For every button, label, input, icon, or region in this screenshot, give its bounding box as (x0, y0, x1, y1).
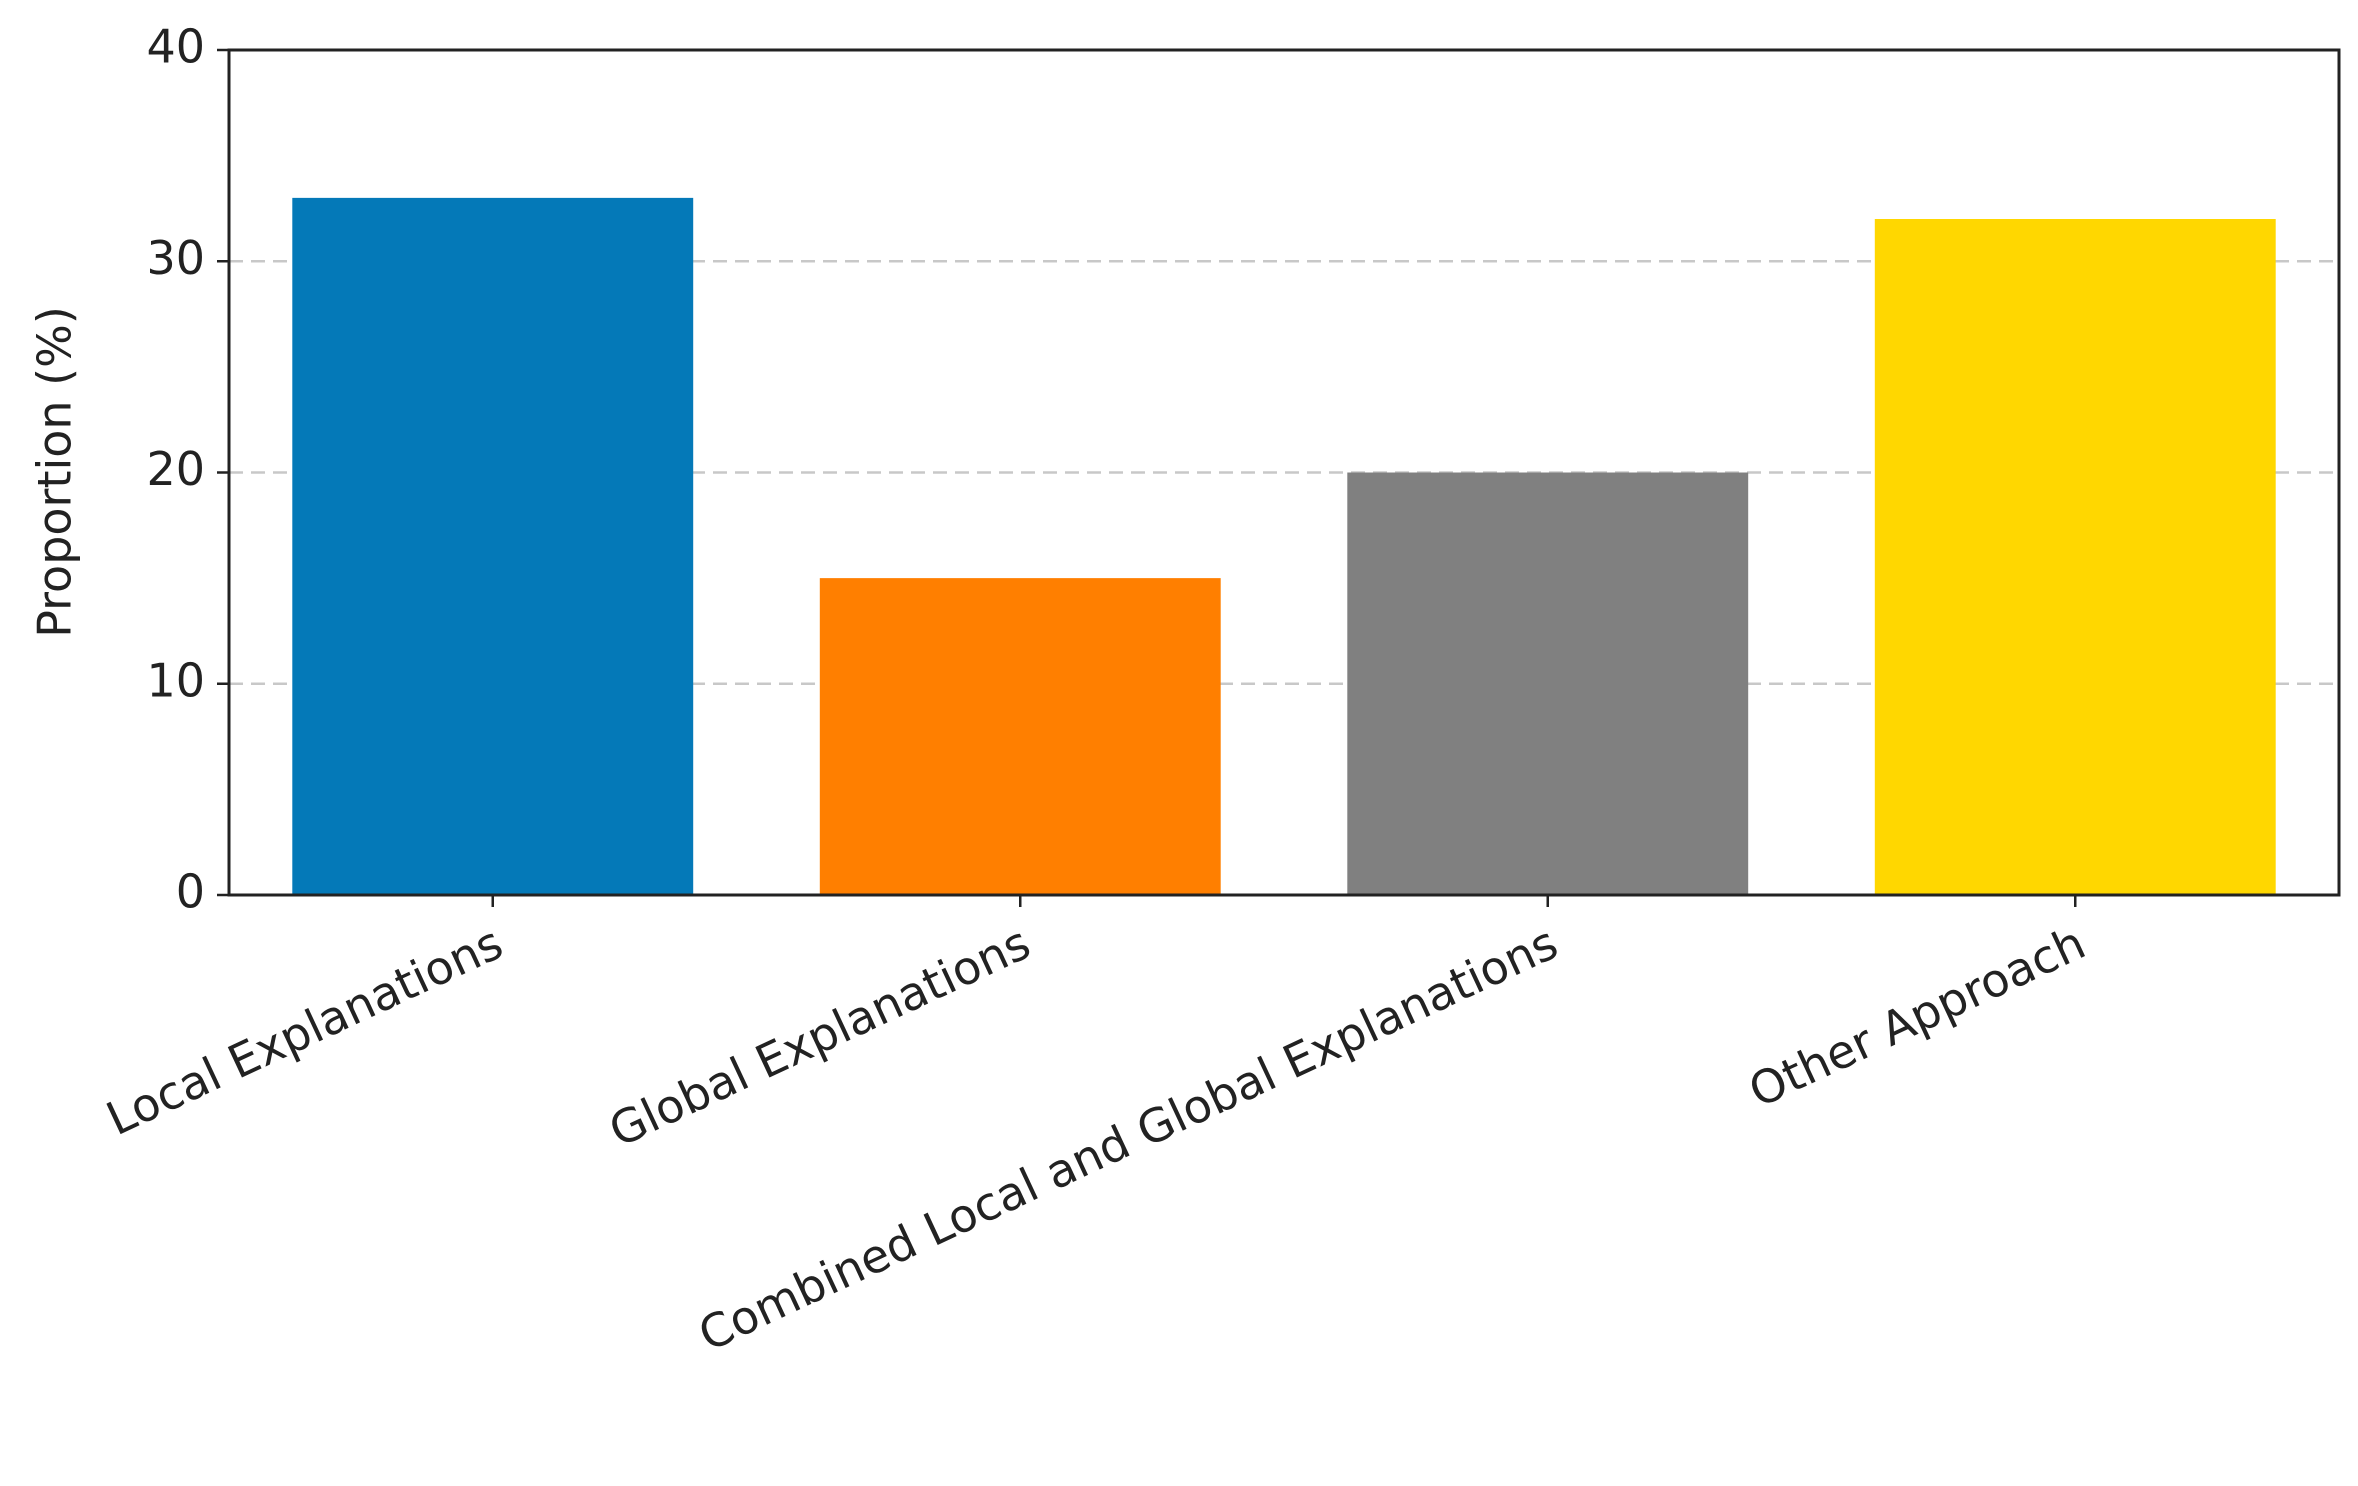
bar (819, 578, 1221, 895)
x-tick-label: Local Explanations (98, 915, 510, 1146)
x-tick-label: Other Approach (1741, 915, 2094, 1118)
y-tick-label: 30 (146, 231, 205, 285)
y-tick-label: 0 (176, 865, 205, 919)
bar-layer (292, 197, 2276, 895)
y-tick-label: 20 (146, 442, 205, 496)
y-tick-label: 40 (146, 20, 205, 74)
bar (292, 197, 694, 895)
x-tick-label: Combined Local and Global Explanations (690, 915, 1565, 1361)
y-tick-label: 10 (146, 653, 205, 707)
bar (1347, 472, 1749, 895)
bar (1874, 219, 2276, 895)
y-axis-label: Proportion (%) (28, 306, 82, 638)
x-tick-label: Global Explanations (601, 915, 1038, 1157)
